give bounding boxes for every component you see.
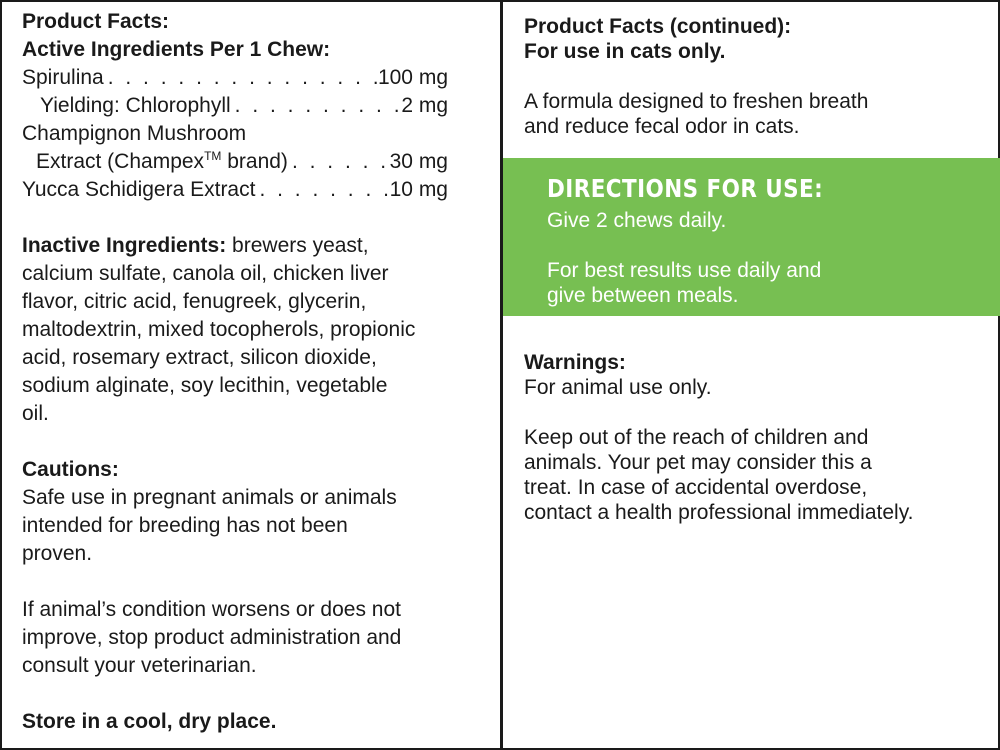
facts-continued-title: Product Facts (continued): bbox=[524, 15, 792, 38]
right-column: Product Facts (continued): For use in ca… bbox=[524, 14, 994, 139]
column-divider bbox=[500, 2, 503, 750]
ingredient-row-champignon: Champignon Mushroom bbox=[22, 122, 247, 145]
ingredient-amount: 2 mg bbox=[401, 94, 448, 117]
ingredient-amount: 10 mg bbox=[389, 178, 448, 201]
cats-only-text: For use in cats only. bbox=[524, 40, 726, 63]
condition-text: If animal’s condition worsens or does no… bbox=[22, 598, 402, 677]
ingredient-row-champex: Extract (ChampexTM brand) . . . . . . . … bbox=[22, 148, 448, 176]
facts-title: Product Facts: bbox=[22, 10, 170, 33]
inactive-ingredients-label: Inactive Ingredients: bbox=[22, 234, 227, 257]
ingredient-name: Yielding: Chlorophyll bbox=[40, 94, 231, 117]
ingredient-row-chlorophyll: Yielding: Chlorophyll . . . . . . . . . … bbox=[22, 92, 448, 120]
formula-text: A formula designed to freshen breath and… bbox=[524, 90, 869, 138]
directions-best-results: For best results use daily and give betw… bbox=[547, 259, 822, 307]
ingredient-name: Yucca Schidigera Extract bbox=[22, 178, 256, 201]
directions-panel: DIRECTIONS FOR USE: Give 2 chews daily. … bbox=[503, 158, 1000, 316]
cautions-text: Safe use in pregnant animals or animals … bbox=[22, 486, 397, 565]
storage-text: Store in a cool, dry place. bbox=[22, 710, 277, 733]
trademark-mark: TM bbox=[204, 149, 222, 163]
warnings-animal-use: For animal use only. bbox=[524, 376, 712, 399]
leader-dots: . . . . . . . . . . . . . . . . . . . . … bbox=[234, 94, 402, 117]
ingredient-amount: 100 mg bbox=[377, 66, 448, 89]
directions-title: DIRECTIONS FOR USE: bbox=[547, 174, 824, 203]
ingredient-row-yucca: Yucca Schidigera Extract . . . . . . . .… bbox=[22, 176, 448, 204]
ingredient-name: Spirulina bbox=[22, 66, 104, 89]
leader-dots: . . . . . . . . . . . . . bbox=[291, 150, 390, 173]
ingredient-row-spirulina: Spirulina . . . . . . . . . . . . . . . … bbox=[22, 64, 448, 92]
left-column: Product Facts: Active Ingredients Per 1 … bbox=[22, 8, 492, 736]
inactive-ingredients: Inactive Ingredients: brewers yeast, cal… bbox=[22, 234, 416, 425]
leader-dots: . . . . . . . . . . . . . . . bbox=[259, 178, 389, 201]
warnings-section: Warnings: For animal use only. Keep out … bbox=[524, 350, 994, 525]
cautions-title: Cautions: bbox=[22, 458, 119, 481]
ingredient-amount: 30 mg bbox=[389, 150, 448, 173]
warnings-title: Warnings: bbox=[524, 351, 626, 374]
ingredient-name: Extract (ChampexTM brand) bbox=[36, 149, 288, 173]
keep-away-text: Keep out of the reach of children and an… bbox=[524, 426, 914, 524]
directions-dose: Give 2 chews daily. bbox=[547, 209, 727, 232]
leader-dots: . . . . . . . . . . . . . . . . . . . . … bbox=[107, 66, 378, 89]
active-ingredients-title: Active Ingredients Per 1 Chew: bbox=[22, 38, 331, 61]
